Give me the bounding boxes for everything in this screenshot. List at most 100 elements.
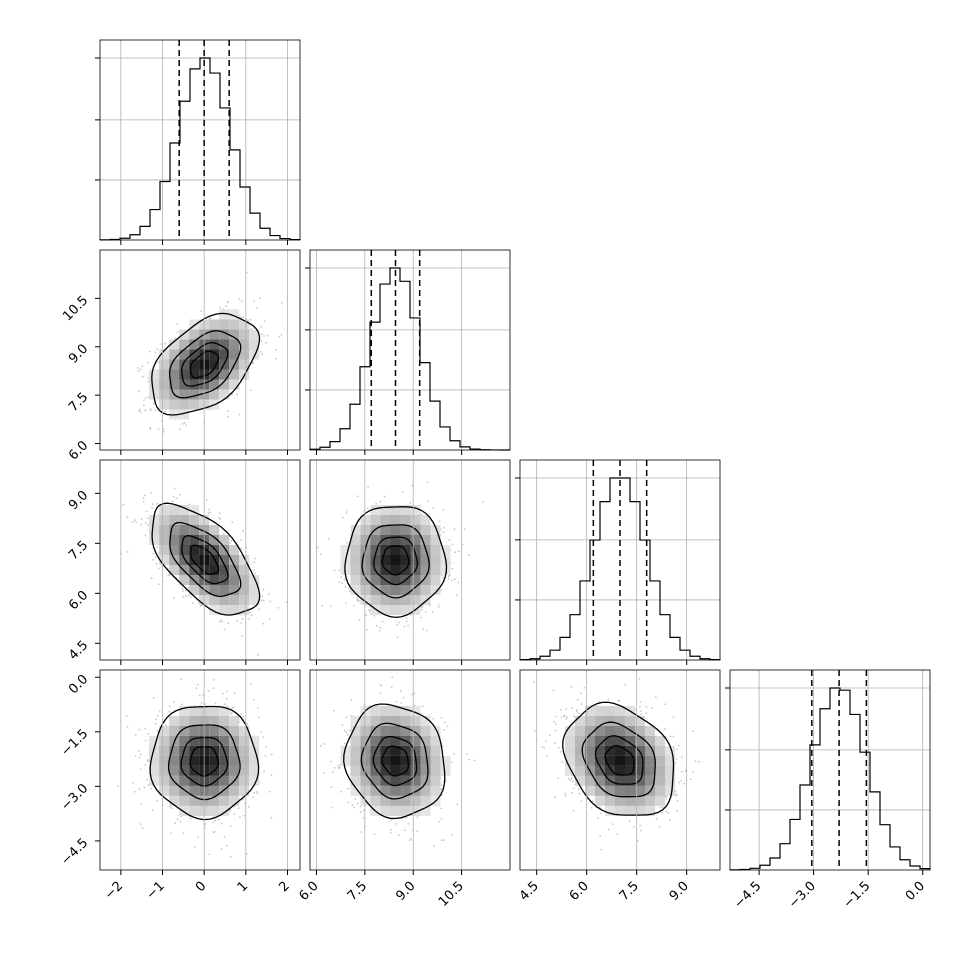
- density-cell: [239, 339, 250, 350]
- panel-frame: [519, 459, 721, 661]
- density-cell: [410, 745, 421, 756]
- sample-point: [424, 611, 427, 614]
- sample-point: [347, 801, 349, 804]
- sample-point: [144, 396, 147, 399]
- density-cell: [430, 565, 441, 575]
- sample-point: [676, 748, 678, 751]
- sample-point: [557, 777, 559, 780]
- density-cell: [410, 805, 421, 816]
- density-cell: [249, 595, 260, 605]
- contour-line: [360, 722, 429, 800]
- sample-point: [307, 790, 309, 792]
- sample-point: [380, 684, 383, 687]
- sample-point: [140, 518, 143, 521]
- sample-point: [227, 622, 230, 625]
- sample-point: [137, 370, 140, 372]
- sample-point: [264, 755, 267, 757]
- sample-point: [409, 502, 412, 504]
- density-cell: [229, 725, 240, 736]
- density-cell: [189, 545, 200, 555]
- sample-point: [208, 853, 211, 856]
- sample-point: [237, 807, 240, 810]
- density-cell: [350, 585, 361, 595]
- density-cell: [370, 505, 381, 515]
- sample-point: [142, 497, 145, 500]
- sample-point: [144, 409, 147, 412]
- density-cell: [430, 585, 441, 595]
- sample-point: [146, 778, 148, 781]
- sample-point: [138, 390, 141, 392]
- sample-point: [252, 796, 255, 799]
- density-cell: [179, 545, 190, 555]
- density-cell: [219, 805, 230, 816]
- density-cell: [430, 545, 441, 555]
- density-cell: [179, 785, 190, 796]
- density-cell: [625, 795, 635, 806]
- x-tick-label: 0.0: [903, 879, 928, 904]
- sample-point: [182, 422, 184, 425]
- sample-point: [473, 759, 476, 762]
- sample-point: [193, 846, 196, 848]
- density-cell: [360, 595, 371, 605]
- sample-point: [379, 683, 382, 686]
- sample-point: [350, 699, 353, 701]
- density-cell: [605, 785, 615, 796]
- sample-point: [144, 739, 147, 742]
- density-cell: [420, 765, 431, 776]
- histogram-step: [309, 267, 511, 451]
- sample-point: [639, 824, 641, 827]
- density-cell: [169, 339, 180, 350]
- sample-point: [213, 830, 216, 833]
- sample-point: [329, 605, 332, 608]
- sample-point: [187, 587, 190, 590]
- sample-point: [320, 553, 322, 556]
- sample-point: [226, 697, 228, 700]
- sample-point: [405, 620, 408, 623]
- sample-point: [440, 839, 443, 842]
- sample-point: [142, 375, 144, 378]
- density-cell: [380, 765, 391, 776]
- sample-point: [694, 760, 697, 762]
- density-cell: [219, 735, 230, 746]
- sample-point: [360, 831, 363, 833]
- sample-point: [321, 604, 324, 607]
- sample-point: [275, 349, 277, 351]
- sample-point: [420, 513, 423, 516]
- sample-point: [461, 543, 464, 546]
- density-cell: [159, 785, 170, 796]
- density-cell: [239, 319, 250, 330]
- histogram-step: [729, 687, 931, 871]
- sample-point: [681, 770, 683, 773]
- sample-point: [333, 766, 336, 769]
- sample-point: [200, 310, 202, 312]
- sample-point: [242, 530, 244, 532]
- density-cell: [390, 805, 401, 816]
- sample-point: [160, 343, 163, 346]
- sample-point: [248, 618, 250, 620]
- sample-point: [133, 790, 136, 793]
- density-cell: [420, 515, 431, 525]
- density-cell: [380, 715, 391, 726]
- density-cell: [169, 379, 180, 390]
- sample-point: [338, 766, 341, 769]
- sample-point: [157, 428, 160, 431]
- density-cell: [189, 535, 200, 545]
- density-cell: [605, 795, 615, 806]
- density-cell: [665, 785, 675, 796]
- density-cell: [370, 575, 381, 585]
- sample-point: [330, 786, 333, 789]
- density-cell: [169, 785, 180, 796]
- density-cell: [400, 585, 411, 595]
- sample-point: [142, 500, 145, 503]
- sample-point: [567, 777, 570, 780]
- sample-point: [173, 487, 176, 490]
- density-cell: [420, 715, 431, 726]
- density-cell: [665, 775, 675, 786]
- sample-point: [253, 300, 256, 303]
- density-cell: [360, 735, 371, 746]
- sample-point: [408, 839, 411, 841]
- density-cell: [615, 725, 625, 736]
- density-cell: [635, 785, 645, 796]
- sample-point: [680, 756, 683, 758]
- sample-point: [440, 717, 443, 719]
